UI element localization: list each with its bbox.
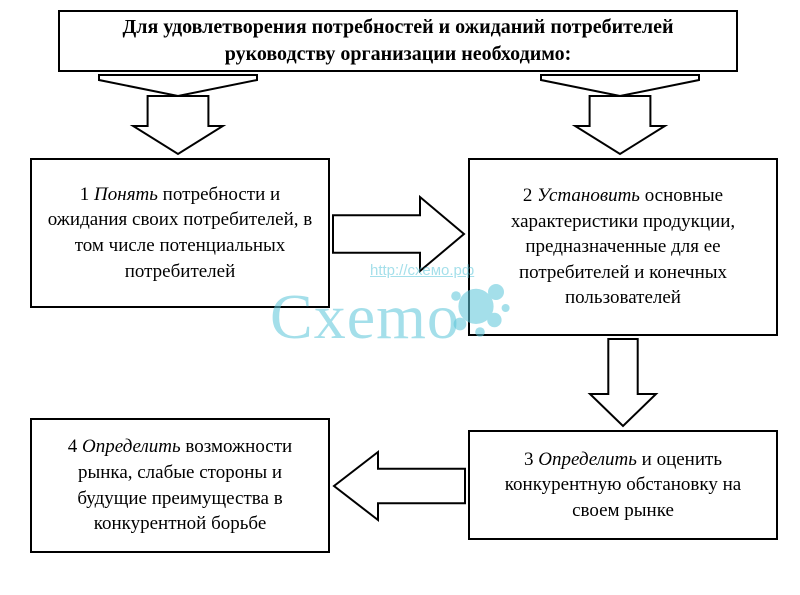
step-2-text: 2 Установить основные характеристики про… xyxy=(482,183,764,311)
arrow-2-to-3 xyxy=(588,338,658,428)
arrow-title-to-1 xyxy=(98,74,258,156)
step-3-text: 3 Определить и оценить конкурентную обст… xyxy=(482,447,764,524)
step-box-2: 2 Установить основные характеристики про… xyxy=(468,158,778,336)
step-4-text: 4 Определить возможности рынка, слабые с… xyxy=(44,434,316,537)
arrow-1-to-2 xyxy=(332,195,466,273)
step-box-3: 3 Определить и оценить конкурентную обст… xyxy=(468,430,778,540)
arrow-title-to-2 xyxy=(540,74,700,156)
step-box-1: 1 Понять потребности и ожидания своих по… xyxy=(30,158,330,308)
title-box: Для удовлетворения потребностей и ожидан… xyxy=(58,10,738,72)
arrow-3-to-4 xyxy=(332,450,466,522)
step-box-4: 4 Определить возможности рынка, слабые с… xyxy=(30,418,330,553)
step-1-text: 1 Понять потребности и ожидания своих по… xyxy=(44,182,316,285)
title-text: Для удовлетворения потребностей и ожидан… xyxy=(72,14,724,68)
